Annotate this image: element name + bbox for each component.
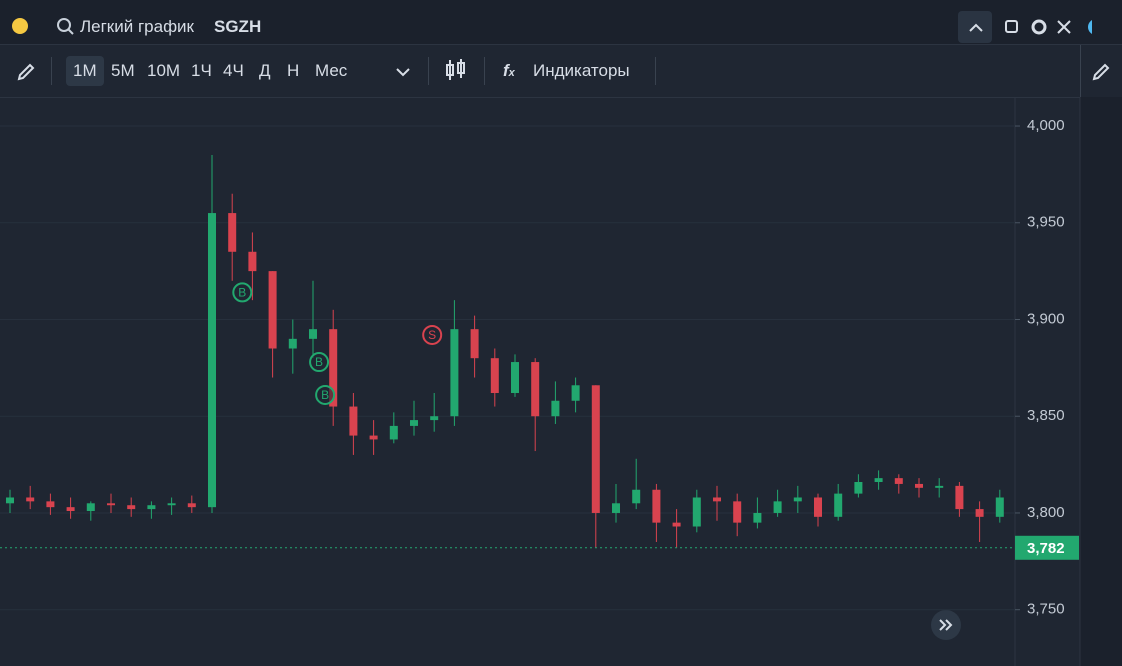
candle-body (450, 329, 459, 417)
toolbar: 1М 5М 10М 1Ч 4Ч Д Н Мес fx Индикаторы (0, 45, 1122, 98)
candle-body (147, 505, 156, 510)
candle-body (612, 503, 620, 513)
trade-marker (422, 324, 443, 345)
window-controls[interactable] (962, 12, 1092, 42)
ticker: SGZH (214, 17, 262, 36)
candle-body (410, 420, 418, 426)
candle-body (288, 338, 297, 349)
side-panel (1080, 97, 1122, 666)
candle-body (894, 478, 903, 484)
trade-marker-label: B (315, 355, 323, 369)
candle-body (652, 489, 661, 523)
candle-body (208, 213, 216, 508)
trade-marker-label: B (321, 388, 329, 402)
candle-body (470, 329, 479, 359)
candle-body (672, 522, 681, 527)
y-tick-label: 3,850 (1027, 407, 1065, 424)
candle-body (66, 507, 75, 512)
candle-body (309, 329, 317, 339)
candle-body (268, 271, 277, 349)
y-tick-label: 3,900 (1027, 310, 1065, 327)
search-icon[interactable] (56, 17, 76, 37)
separator (655, 57, 656, 85)
timeframe[interactable]: 1Ч (191, 61, 212, 80)
candle-body (935, 485, 944, 488)
candle-body (349, 406, 358, 436)
last-price-tag (1015, 535, 1079, 560)
candle-body (107, 503, 115, 506)
candle-body (228, 213, 237, 252)
candle-body (975, 509, 984, 517)
candle-body (389, 425, 398, 440)
candle-body (814, 497, 822, 517)
timeframe[interactable]: 5М (111, 61, 135, 80)
candle-body (511, 362, 519, 394)
candle-body (46, 501, 55, 508)
candle-body (86, 503, 95, 512)
separator (1080, 45, 1081, 97)
candle-body (854, 482, 863, 494)
trade-marker (232, 282, 253, 303)
candle-body (369, 435, 378, 440)
header: Легкий график SGZH (0, 0, 1122, 45)
candle-body (329, 329, 338, 407)
candle-body (773, 501, 782, 513)
draw-icon[interactable] (1091, 62, 1111, 82)
candle-body (753, 512, 762, 523)
title: Легкий график (80, 17, 194, 36)
separator (484, 57, 485, 85)
draw-icon[interactable] (16, 62, 36, 82)
candle-body (127, 505, 136, 510)
candle-body (713, 497, 721, 502)
trade-marker (315, 384, 336, 405)
candle-body (248, 251, 257, 272)
y-tick-label: 4,000 (1027, 117, 1065, 134)
separator (51, 57, 52, 85)
indicators-button[interactable]: Индикаторы (533, 61, 630, 80)
candle-body (733, 501, 742, 523)
trade-marker-label: S (428, 328, 436, 342)
candle-body (793, 497, 802, 502)
candle-body (995, 497, 1004, 517)
dot (12, 18, 28, 34)
candle-body (430, 416, 439, 421)
last-price-label: 3,782 (1027, 540, 1065, 557)
candle-body (632, 489, 641, 504)
scroll-icon (939, 619, 953, 631)
chart-type-icon[interactable] (444, 58, 468, 84)
candle-body (834, 493, 843, 517)
candle-body (955, 485, 964, 510)
candle-body (490, 358, 499, 394)
trade-marker-label: B (238, 286, 246, 300)
separator (428, 57, 429, 85)
candle-body (187, 503, 196, 508)
fx-icon[interactable]: fx (503, 61, 515, 80)
candle-body (915, 483, 923, 488)
candle-body (874, 478, 883, 483)
timeframe[interactable]: Д (259, 61, 271, 80)
candle-body (6, 497, 14, 504)
timeframe[interactable]: 1М (66, 56, 104, 86)
candle-body (551, 400, 560, 417)
candle-body (26, 497, 35, 502)
candle-body (692, 497, 701, 527)
y-tick-label: 3,800 (1027, 504, 1065, 521)
chart: 3,750 3,800 3,850 3,900 3,950 4,000 B B B S 3,782 (0, 97, 1122, 666)
timeframe[interactable]: 10М (147, 61, 181, 80)
trade-marker (309, 352, 330, 373)
timeframe[interactable]: Н (287, 61, 300, 80)
candle-body (571, 385, 580, 401)
candle-body (531, 362, 540, 417)
y-tick-label: 3,950 (1027, 214, 1065, 231)
y-tick-label: 3,750 (1027, 601, 1065, 618)
timeframe[interactable]: Мес (315, 61, 348, 80)
more-icon[interactable] (395, 66, 411, 78)
timeframe[interactable]: 4Ч (223, 61, 244, 80)
candle-body (591, 385, 600, 513)
candle-body (167, 503, 176, 506)
